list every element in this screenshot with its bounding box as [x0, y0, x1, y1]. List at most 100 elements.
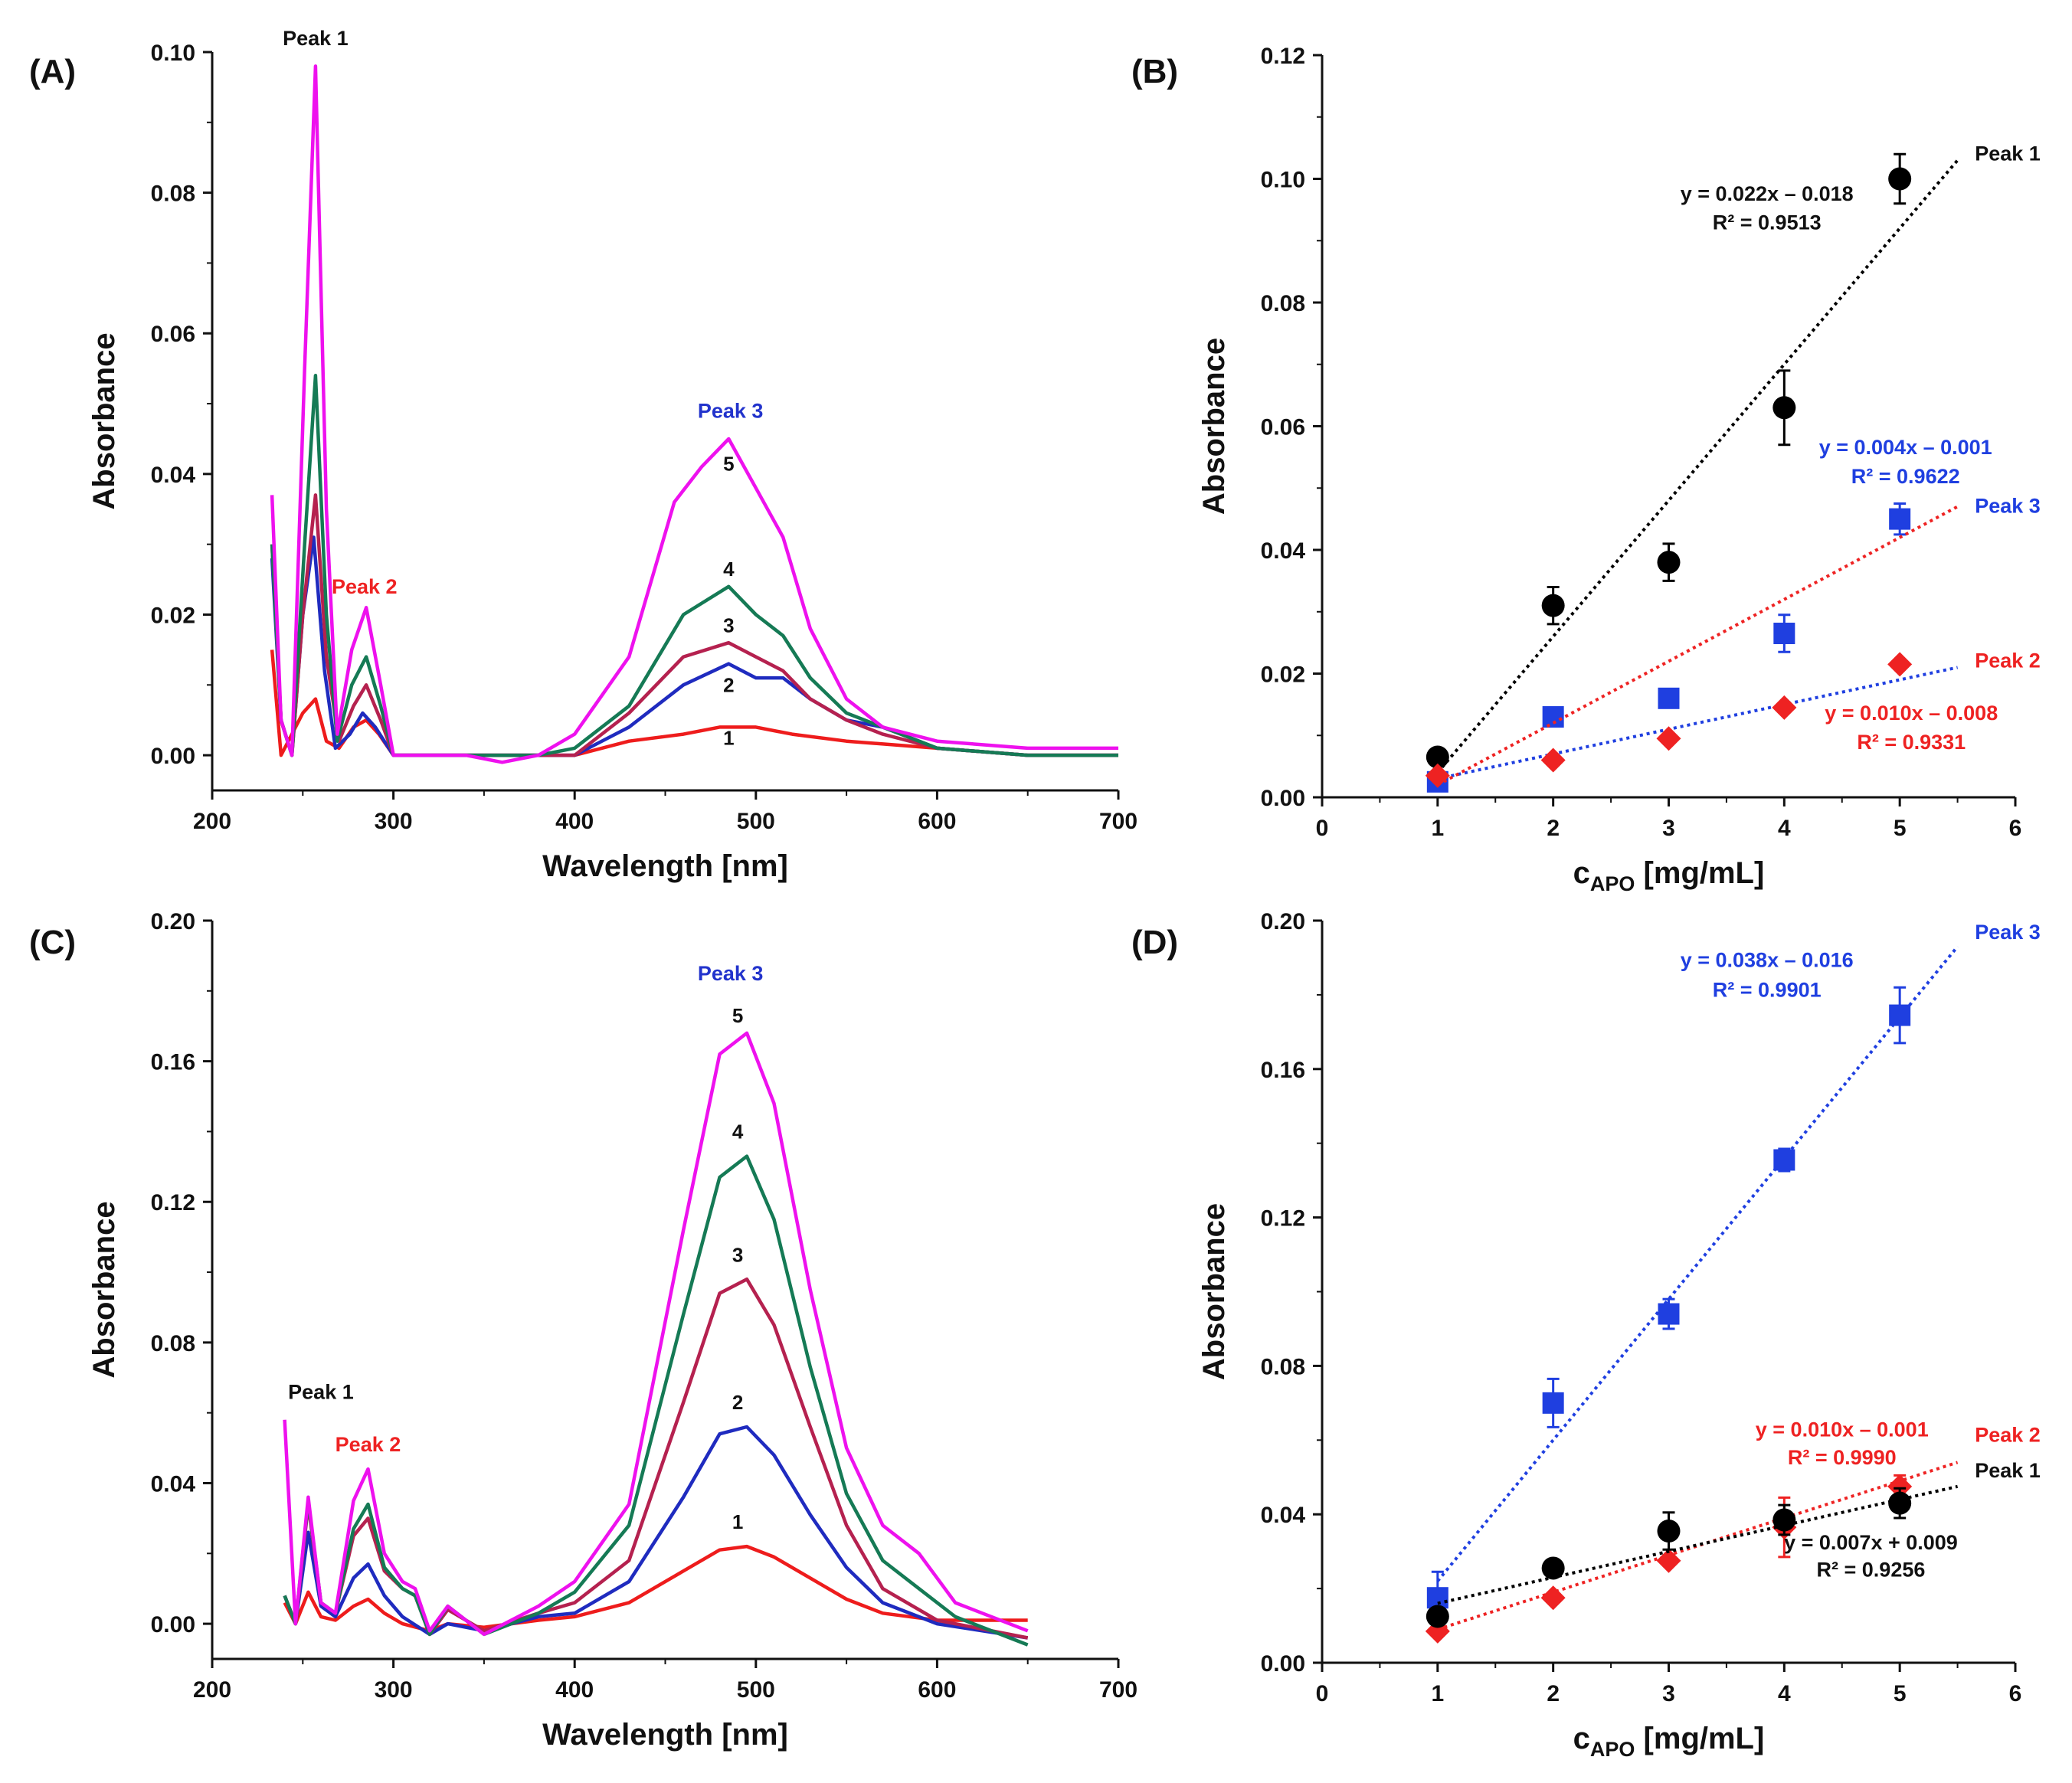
panel-label: (B)	[1131, 53, 1178, 90]
curve-number-label: 2	[732, 1391, 743, 1414]
data-point	[1542, 706, 1564, 728]
data-point	[1772, 1508, 1796, 1532]
x-tick-label: 1	[1431, 816, 1444, 841]
x-tick-label: 5	[1894, 1681, 1907, 1706]
x-tick-label: 3	[1662, 816, 1675, 841]
fit-r-squared: R² = 0.9331	[1857, 731, 1966, 754]
data-point	[1888, 167, 1912, 191]
peak-annotation: Peak 1	[283, 27, 349, 50]
fit-equation: y = 0.007x + 0.009	[1784, 1531, 1958, 1554]
y-axis-label: Absorbance	[1197, 338, 1231, 515]
panel-label: (D)	[1131, 924, 1178, 961]
x-tick-label: 5	[1894, 816, 1907, 841]
y-tick-label: 0.08	[1261, 1354, 1305, 1379]
x-tick-label: 500	[737, 1677, 775, 1703]
y-tick-label: 0.12	[1261, 44, 1305, 69]
curve-number-label: 4	[732, 1121, 744, 1143]
y-tick-label: 0.06	[1261, 415, 1305, 440]
y-tick-label: 0.02	[151, 603, 195, 628]
y-tick-label: 0.16	[1261, 1058, 1305, 1083]
data-point	[1426, 745, 1449, 769]
y-axis-label: Absorbance	[1197, 1203, 1231, 1380]
data-point	[1658, 687, 1680, 709]
y-axis-label: Absorbance	[87, 1201, 121, 1378]
data-point	[1541, 594, 1565, 617]
spectrum-line-1	[270, 649, 1118, 757]
series-label: Peak 2	[1975, 1424, 2041, 1447]
x-axis-label: Wavelength [nm]	[542, 849, 788, 883]
x-tick-label: 2	[1547, 816, 1560, 841]
x-tick-label: 200	[193, 1677, 231, 1703]
data-point	[1888, 1491, 1912, 1515]
y-tick-label: 0.08	[1261, 291, 1305, 316]
fit-equation: y = 0.010x – 0.008	[1825, 702, 1998, 725]
fit-line	[1436, 945, 1959, 1582]
spectrum-line-3	[270, 493, 1118, 757]
peak-annotation: Peak 2	[336, 1433, 401, 1456]
x-tick-label: 6	[2009, 816, 2022, 841]
curve-number-label: 3	[723, 613, 734, 636]
data-point	[1772, 695, 1797, 720]
spectrum-line-5	[283, 1031, 1029, 1637]
x-tick-label: 400	[555, 809, 594, 834]
data-point	[1773, 1149, 1795, 1171]
series-label: Peak 2	[1975, 649, 2041, 672]
x-tick-label: 6	[2009, 1681, 2022, 1706]
y-tick-label: 0.20	[151, 909, 195, 934]
x-axis-label: Wavelength [nm]	[542, 1718, 788, 1752]
data-point	[1772, 396, 1796, 420]
x-tick-label: 300	[375, 809, 413, 834]
data-point	[1773, 623, 1795, 645]
x-tick-label: 3	[1662, 1681, 1675, 1706]
panel-a: (A) 200 300 400 500 600 700 0.00 0.02 0.04 0.06 0.0…	[29, 27, 1137, 883]
fit-equation: y = 0.004x – 0.001	[1819, 436, 1992, 459]
data-point	[1541, 1556, 1565, 1580]
y-tick-label: 0.20	[1261, 909, 1305, 934]
y-tick-label: 0.16	[151, 1050, 195, 1075]
data-point	[1542, 1392, 1564, 1414]
panel-b: (B) 0 1 2 3 4 5 6 0.00 0.02 0.04 0.06 0.08 0.10 0.12 Ab…	[1131, 44, 2041, 895]
x-axis-label-unit: [mg/mL]	[1635, 856, 1764, 890]
curve-number-label: 5	[723, 452, 734, 475]
y-tick-label: 0.08	[151, 182, 195, 207]
data-point	[1426, 1605, 1449, 1628]
y-tick-label: 0.06	[151, 322, 195, 347]
data-point	[1425, 763, 1450, 788]
curve-number-label: 5	[732, 1004, 743, 1027]
curve-number-label: 4	[723, 558, 735, 581]
series-label: Peak 3	[1975, 495, 2041, 518]
series-label: Peak 1	[1975, 1459, 2041, 1482]
x-tick-label: 0	[1316, 1681, 1329, 1706]
fit-r-squared: R² = 0.9901	[1713, 978, 1822, 1001]
y-tick-label: 0.04	[151, 1471, 196, 1497]
x-tick-label: 600	[918, 809, 956, 834]
data-point	[1887, 652, 1913, 677]
x-axis-label-subscript: APO	[1590, 1738, 1635, 1761]
fit-r-squared: R² = 0.9622	[1851, 465, 1960, 488]
y-tick-label: 0.04	[1261, 1503, 1306, 1528]
fit-equation: y = 0.010x – 0.001	[1756, 1418, 1929, 1441]
fit-equation: y = 0.022x – 0.018	[1681, 182, 1854, 205]
data-point	[1656, 1548, 1681, 1573]
data-point	[1657, 1520, 1681, 1543]
x-axis-label-unit: [mg/mL]	[1635, 1722, 1764, 1755]
x-axis-label: cAPO [mg/mL]	[1573, 856, 1765, 895]
x-tick-label: 300	[375, 1677, 413, 1703]
fit-line	[1436, 159, 1959, 774]
spectrum-line-5	[270, 64, 1118, 764]
y-axis-label: Absorbance	[87, 332, 121, 509]
x-tick-label: 0	[1316, 816, 1329, 841]
x-axis-label-main: c	[1573, 856, 1590, 890]
y-tick-label: 0.10	[1261, 168, 1305, 193]
fit-r-squared: R² = 0.9990	[1788, 1446, 1897, 1469]
y-tick-label: 0.00	[151, 1612, 195, 1637]
x-tick-label: 4	[1778, 816, 1791, 841]
fit-line	[1437, 1461, 1959, 1631]
x-tick-label: 1	[1431, 1681, 1444, 1706]
data-point	[1658, 1303, 1680, 1325]
x-tick-label: 700	[1099, 809, 1137, 834]
fit-equation: y = 0.038x – 0.016	[1681, 949, 1854, 972]
data-point	[1540, 1585, 1566, 1611]
fit-line	[1436, 505, 1959, 787]
